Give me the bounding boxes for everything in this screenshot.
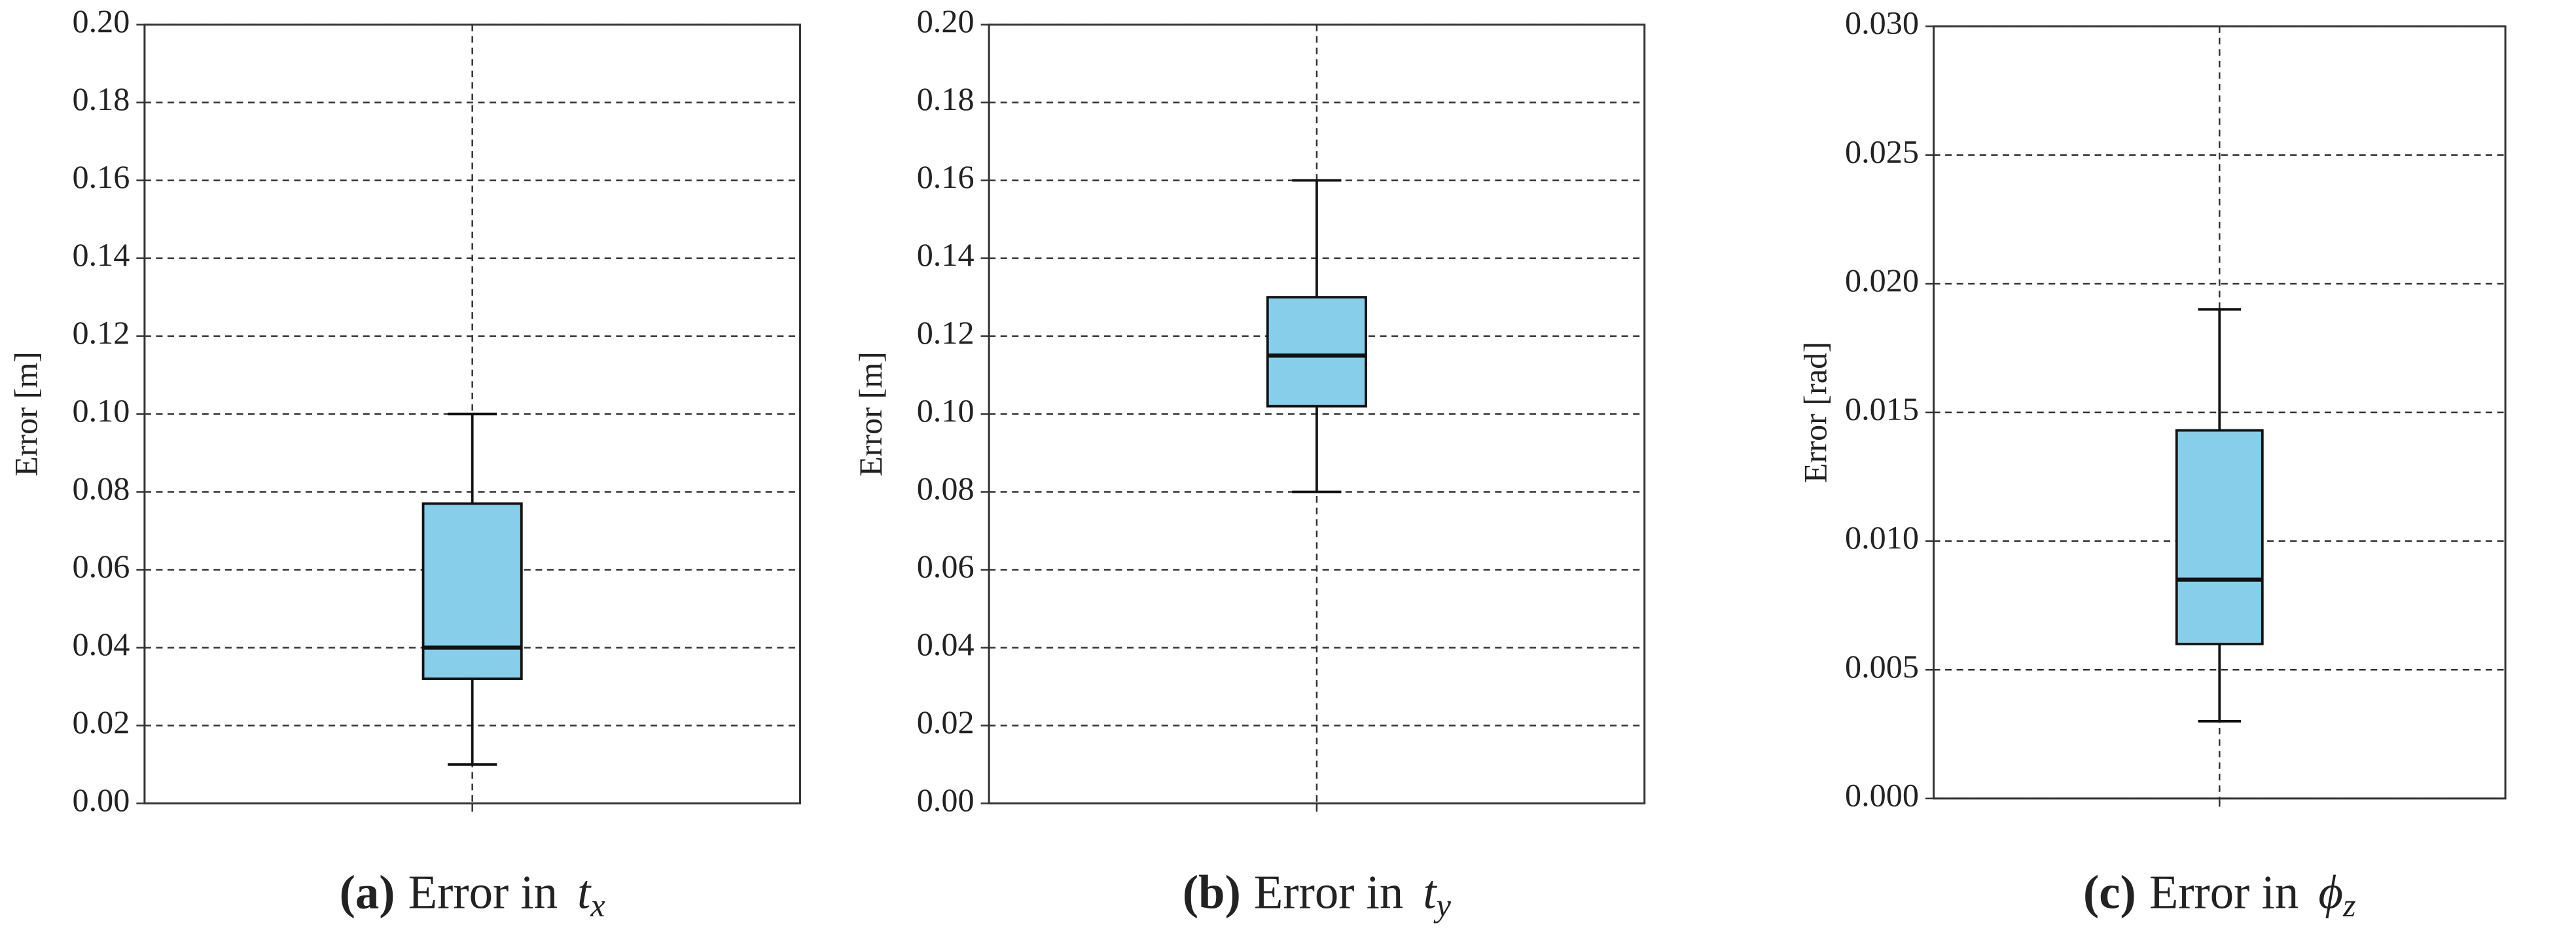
caption: (c) Error in ϕz [2083,865,2356,923]
caption-label: (c) [2083,865,2136,918]
caption-symbol: ϕ [2318,865,2343,918]
y-tick-label: 0.08 [917,470,975,507]
caption-subscript: y [1433,887,1452,924]
y-tick-label: 0.02 [72,704,130,740]
box [421,502,523,680]
y-tick-label: 0.00 [917,781,975,818]
y-axis-label: Error [m] [852,351,889,476]
y-tick-label: 0.10 [72,392,130,429]
y-tick-label: 0.025 [1845,133,1919,170]
y-tick-label: 0.00 [72,781,130,818]
y-tick-label: 0.06 [917,548,975,584]
y-tick-label: 0.015 [1845,391,1919,427]
y-tick-label: 0.02 [917,704,975,740]
y-tick-label: 0.18 [72,81,130,117]
plot-frame [1933,25,2507,800]
y-tick-label: 0.000 [1845,776,1919,813]
y-tick-label: 0.12 [72,314,130,351]
caption-symbol: t [577,865,592,918]
y-tick-label: 0.08 [72,470,130,507]
y-tick-label: 0.10 [917,392,975,429]
y-tick-label: 0.04 [917,626,975,662]
y-tick-label: 0.14 [72,236,130,273]
y-tick-label: 0.12 [917,314,975,351]
caption: (b) Error in ty [1183,865,1452,923]
caption-text: Error in [408,865,558,918]
y-axis-label: Error [rad] [1797,342,1833,483]
caption-symbol: t [1423,865,1437,918]
caption-text: Error in [2149,865,2299,918]
caption: (a) Error in tx [340,865,605,923]
box [2175,429,2264,645]
y-tick-label: 0.20 [917,3,975,39]
caption-text: Error in [1254,865,1403,918]
plot-frame [988,24,1646,804]
y-tick-label: 0.16 [72,158,130,195]
y-tick-label: 0.06 [72,548,130,584]
y-axis-label: Error [m] [8,351,45,476]
caption-label: (a) [340,865,395,918]
y-tick-label: 0.20 [72,3,130,39]
caption-subscript: z [2342,887,2356,924]
caption-subscript: x [590,887,605,924]
y-tick-label: 0.18 [917,81,975,117]
y-tick-label: 0.010 [1845,519,1919,556]
y-tick-label: 0.020 [1845,262,1919,298]
plot-frame [143,24,801,804]
y-tick-label: 0.005 [1845,648,1919,685]
y-tick-label: 0.16 [917,158,975,195]
y-tick-label: 0.030 [1845,5,1919,41]
y-tick-label: 0.14 [917,236,975,273]
box [1266,296,1367,408]
y-tick-label: 0.04 [72,626,130,662]
caption-label: (b) [1183,865,1241,918]
